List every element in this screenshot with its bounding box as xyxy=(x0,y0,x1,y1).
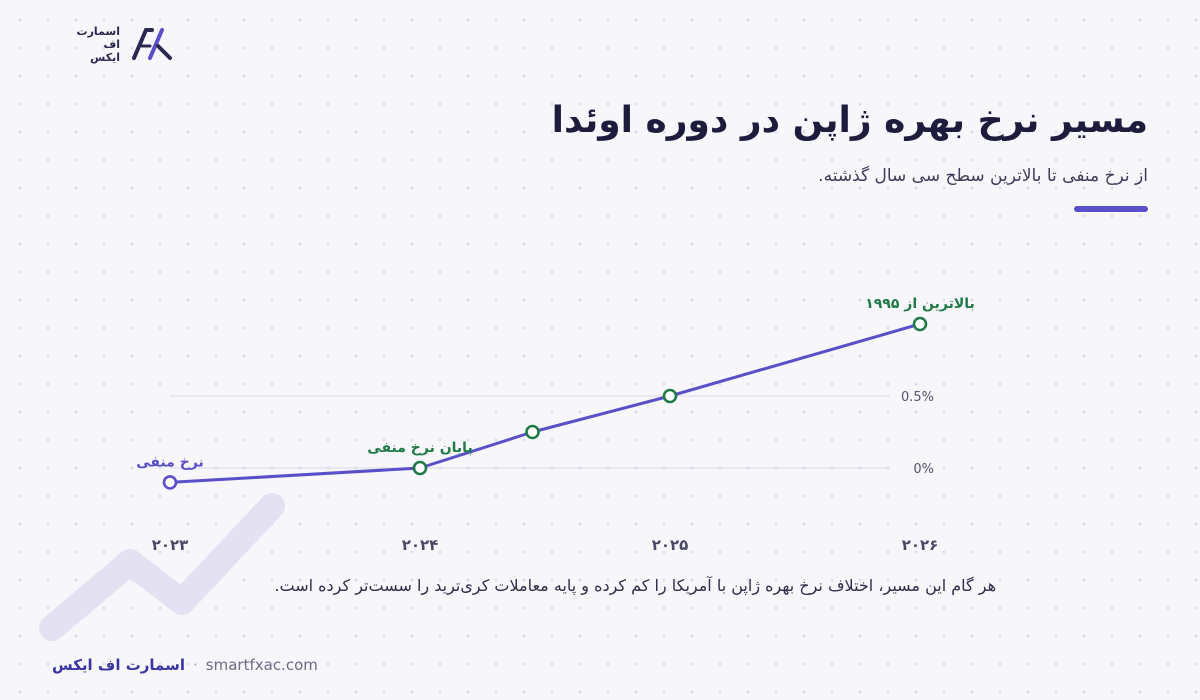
x-tick-label: ۲۰۲۵ xyxy=(652,536,689,554)
y-tick-label: 0.5% xyxy=(901,390,934,405)
annotation-label: بالاترین از ۱۹۹۵ xyxy=(865,296,975,312)
data-point xyxy=(662,388,678,404)
series-line xyxy=(169,322,921,484)
footer: اسمارت اف ایکس · smartfxac.com xyxy=(52,656,318,674)
data-point xyxy=(525,424,540,440)
y-tick-label: 0% xyxy=(913,462,934,477)
logo-mark-icon xyxy=(132,28,172,60)
data-point xyxy=(912,316,928,332)
x-tick-label: ۲۰۲۳ xyxy=(152,536,189,554)
brand-logo: اسمارت اف ایکس xyxy=(76,24,176,64)
logo-line-2: اف xyxy=(103,37,120,51)
data-point xyxy=(412,460,428,476)
logo-wordmark: اسمارت اف ایکس xyxy=(76,25,120,64)
logo-line-3: ایکس xyxy=(90,50,120,64)
data-point xyxy=(162,475,178,490)
x-tick-label: ۲۰۲۶ xyxy=(902,536,939,554)
annotation-label: پایان نرخ منفی xyxy=(367,440,472,456)
page-subtitle: از نرخ منفی تا بالاترین سطح سی سال گذشته… xyxy=(818,166,1148,186)
chart-caption: هر گام این مسیر، اختلاف نرخ بهره ژاپن با… xyxy=(274,576,996,595)
page-title: مسیر نرخ بهره ژاپن در دوره اوئدا xyxy=(551,100,1148,141)
annotation-label: نرخ منفی xyxy=(136,454,204,470)
x-tick-label: ۲۰۲۴ xyxy=(402,536,439,554)
footer-separator: · xyxy=(193,656,198,674)
footer-brand-name: اسمارت اف ایکس xyxy=(52,656,186,674)
decorative-arrow xyxy=(39,493,285,641)
footer-site-link[interactable]: smartfxac.com xyxy=(205,656,318,674)
logo-line-1: اسمارت xyxy=(76,24,120,38)
title-accent-bar xyxy=(1074,206,1148,212)
